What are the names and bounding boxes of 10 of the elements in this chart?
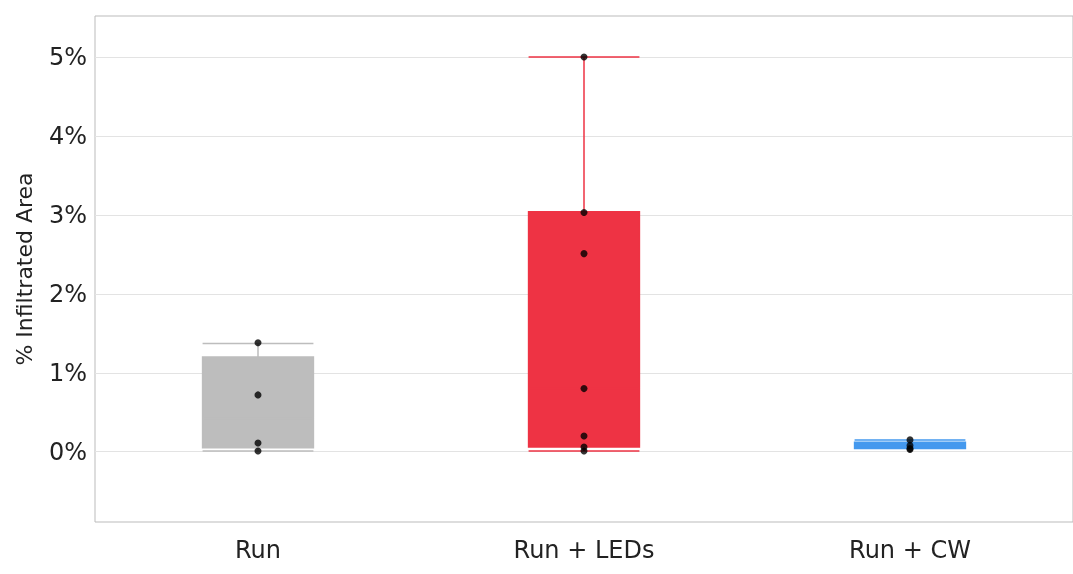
x-tick-label: Run + CW bbox=[849, 536, 971, 564]
y-tick-label: 0% bbox=[48, 437, 87, 466]
y-tick-label: 2% bbox=[48, 279, 87, 308]
y-tick-label: 3% bbox=[48, 200, 87, 229]
y-tick-label: 4% bbox=[48, 121, 87, 150]
y-tick-label: 1% bbox=[48, 358, 87, 387]
y-axis-title: % Infiltrated Area bbox=[11, 172, 37, 366]
y-tick-label: 5% bbox=[48, 43, 87, 72]
x-tick-label: Run bbox=[234, 536, 282, 564]
x-tick-label: Run + LEDs bbox=[513, 536, 655, 564]
